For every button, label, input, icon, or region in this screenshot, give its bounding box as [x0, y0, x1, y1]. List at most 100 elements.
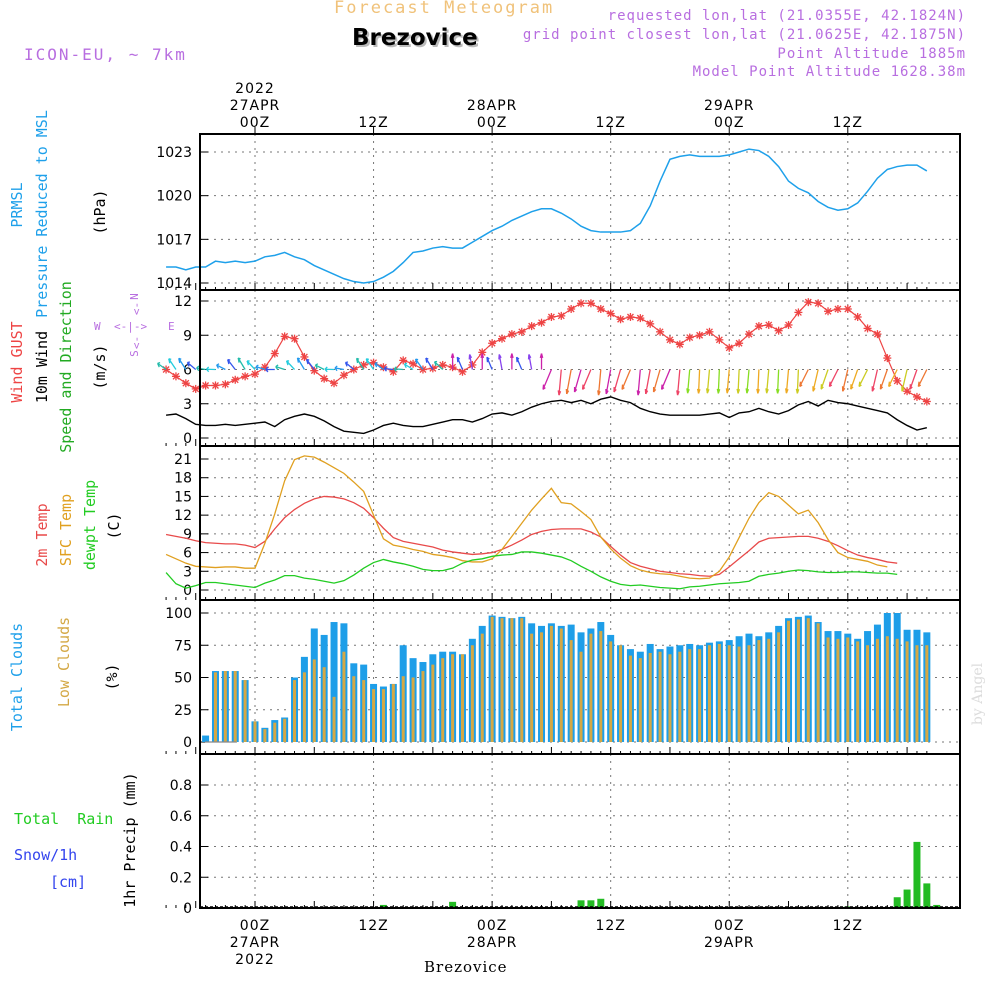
gust-marker: [557, 311, 566, 320]
gust-marker: [201, 381, 210, 390]
y-tick-label: 1023: [156, 145, 192, 161]
gust-marker: [339, 371, 348, 380]
gust-marker: [596, 304, 605, 313]
gust-marker: [231, 375, 240, 384]
low-clouds-bar: [777, 632, 781, 742]
gust-marker: [873, 330, 882, 339]
top-time-label: 12Z: [595, 115, 625, 131]
y-tick-label: 12: [174, 508, 192, 524]
gust-marker: [883, 354, 892, 363]
gust-marker: [764, 320, 773, 329]
wind-direction-arrow: [255, 364, 266, 371]
gust-marker: [577, 299, 586, 308]
panel-frame-precip: [199, 753, 961, 909]
rain-bar: [923, 883, 931, 908]
wind-direction-arrow: [581, 369, 592, 390]
low-clouds-bar: [609, 641, 613, 742]
gust-marker: [794, 308, 803, 317]
y-tick-label: 0.2: [170, 870, 192, 886]
top-time-label: 00Z: [240, 115, 270, 131]
dir-west-label: W: [94, 320, 101, 333]
panel-frame-pressure: [199, 133, 961, 291]
rain-bar: [379, 904, 387, 908]
gust-marker: [211, 381, 220, 390]
subtitle: Forecast Meteogram: [334, 0, 555, 18]
wind-direction-arrow: [888, 369, 898, 388]
low-clouds-bar: [283, 718, 287, 742]
wind-direction-arrow: [820, 369, 829, 390]
low-clouds-bar: [391, 683, 395, 742]
gust-marker: [330, 379, 339, 388]
low-clouds-bar: [500, 618, 504, 742]
top-time-label: 27APR: [230, 98, 281, 114]
gust-marker: [369, 358, 378, 367]
wind-direction-arrow: [696, 369, 701, 394]
low-clouds-bar: [332, 696, 336, 742]
low-clouds-bar: [302, 672, 306, 742]
gust-marker: [290, 334, 299, 343]
low-clouds-bar: [866, 645, 870, 742]
temp-2m-line: [165, 495, 898, 577]
wind-direction-legend: N <- W <-|-> E <- S: [92, 290, 182, 360]
y-tick-label: 9: [183, 328, 192, 344]
wind-direction-arrow: [433, 360, 444, 370]
gust-marker: [280, 332, 289, 341]
gust-marker: [606, 309, 615, 318]
y-tick-label: 75: [174, 638, 192, 654]
wind-direction-arrow: [196, 365, 206, 372]
wind-direction-arrow: [374, 362, 384, 371]
rain-bar: [597, 898, 605, 908]
low-clouds-bar: [223, 671, 227, 742]
wind-direction-arrow: [756, 369, 760, 394]
low-clouds-bar: [569, 640, 573, 742]
gust-marker: [221, 380, 230, 389]
gust-marker: [863, 324, 872, 333]
low-clouds-bar: [599, 631, 603, 742]
gust-marker: [824, 307, 833, 316]
wind-direction-arrow: [178, 357, 187, 370]
y-tick-label: 50: [174, 671, 192, 687]
wind-direction-arrow: [275, 364, 285, 371]
low-clouds-bar: [490, 616, 494, 742]
wind-direction-arrow: [542, 369, 552, 390]
wind-direction-arrow: [237, 357, 246, 370]
gust-marker: [310, 366, 319, 375]
low-clouds-bar: [787, 620, 791, 742]
wind-direction-arrow: [775, 369, 780, 394]
low-clouds-bar: [460, 654, 464, 742]
wind-direction-arrow: [393, 366, 404, 372]
snow-label: Snow/1h: [14, 846, 78, 864]
low-clouds-bar: [826, 637, 830, 742]
gust-marker: [922, 397, 931, 406]
gust-marker: [320, 374, 329, 383]
gust-marker: [725, 343, 734, 352]
low-clouds-bar: [836, 638, 840, 742]
low-clouds-bar: [698, 649, 702, 742]
gust-marker: [270, 349, 279, 358]
point-altitude: Point Altitude 1885m: [777, 46, 966, 62]
wind-direction-arrow: [621, 369, 632, 390]
wind-direction-arrow: [355, 357, 365, 370]
low-clouds-bar: [628, 655, 632, 742]
wind-direction-arrow: [784, 369, 790, 394]
wind-direction-arrow: [901, 369, 908, 392]
dir-arrows: <-|->: [114, 320, 148, 333]
top-time-label: 00Z: [714, 115, 744, 131]
low-clouds-bar: [253, 721, 257, 742]
low-clouds-bar: [520, 618, 524, 742]
gust-marker: [241, 372, 250, 381]
wind-direction-arrow: [605, 369, 612, 395]
low-clouds-bar: [233, 671, 237, 742]
low-clouds-bar: [895, 638, 899, 742]
gust-marker: [438, 360, 447, 369]
wind-direction-arrow: [573, 369, 582, 393]
wind-direction-arrow: [660, 369, 671, 390]
wind-direction-arrow: [850, 369, 859, 390]
low-clouds-bar: [905, 641, 909, 742]
total-clouds-bar: [330, 622, 338, 742]
low-clouds-bar: [747, 645, 751, 742]
low-clouds-bar: [480, 633, 484, 742]
wind-direction-arrow: [510, 353, 514, 370]
gust-marker: [498, 334, 506, 343]
bottom-time-label: 27APR: [230, 935, 281, 951]
